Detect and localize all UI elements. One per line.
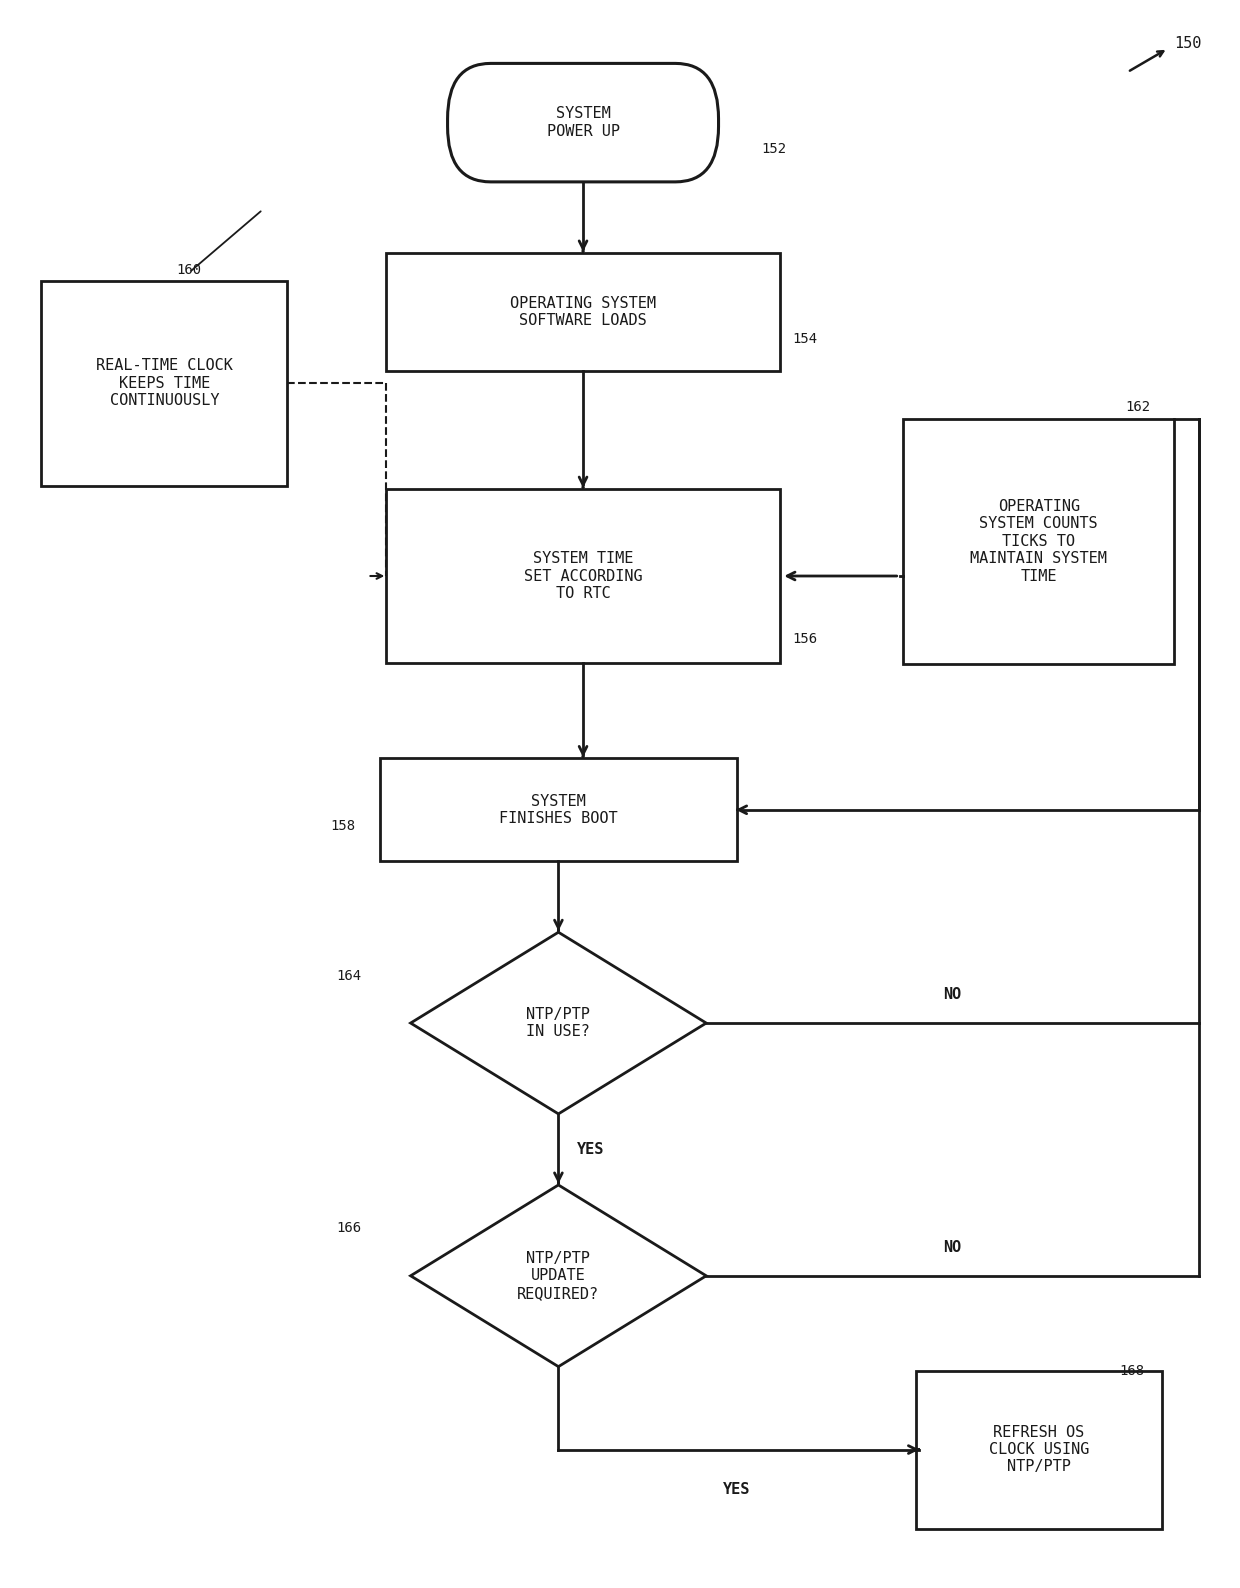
- Text: OPERATING
SYSTEM COUNTS
TICKS TO
MAINTAIN SYSTEM
TIME: OPERATING SYSTEM COUNTS TICKS TO MAINTAI…: [971, 499, 1107, 583]
- Bar: [903, 419, 1174, 664]
- Text: NO: NO: [944, 1240, 962, 1255]
- Text: YES: YES: [723, 1482, 750, 1496]
- Text: NO: NO: [944, 988, 962, 1002]
- Text: NTP/PTP
IN USE?: NTP/PTP IN USE?: [527, 1007, 590, 1039]
- Text: 154: 154: [792, 332, 817, 346]
- Text: NTP/PTP
UPDATE
REQUIRED?: NTP/PTP UPDATE REQUIRED?: [517, 1251, 599, 1301]
- Text: SYSTEM TIME
SET ACCORDING
TO RTC: SYSTEM TIME SET ACCORDING TO RTC: [523, 551, 642, 600]
- Text: 156: 156: [792, 632, 817, 646]
- Polygon shape: [410, 1185, 707, 1367]
- Bar: [41, 281, 288, 486]
- Text: YES: YES: [577, 1142, 604, 1158]
- Bar: [386, 489, 780, 662]
- Polygon shape: [410, 932, 707, 1113]
- Text: 160: 160: [176, 262, 202, 276]
- Text: 150: 150: [1174, 37, 1202, 51]
- Text: 152: 152: [761, 143, 786, 157]
- Text: SYSTEM
FINISHES BOOT: SYSTEM FINISHES BOOT: [500, 794, 618, 826]
- Text: OPERATING SYSTEM
SOFTWARE LOADS: OPERATING SYSTEM SOFTWARE LOADS: [510, 295, 656, 329]
- Text: SYSTEM
POWER UP: SYSTEM POWER UP: [547, 106, 620, 138]
- Text: 162: 162: [1125, 400, 1151, 414]
- Bar: [915, 1370, 1162, 1529]
- FancyBboxPatch shape: [448, 64, 718, 183]
- Text: 158: 158: [331, 818, 356, 832]
- Text: 168: 168: [1118, 1364, 1145, 1377]
- Bar: [386, 252, 780, 372]
- Text: 164: 164: [337, 969, 362, 983]
- Text: REFRESH OS
CLOCK USING
NTP/PTP: REFRESH OS CLOCK USING NTP/PTP: [988, 1424, 1089, 1475]
- Text: REAL-TIME CLOCK
KEEPS TIME
CONTINUOUSLY: REAL-TIME CLOCK KEEPS TIME CONTINUOUSLY: [95, 359, 233, 408]
- Bar: [379, 759, 737, 861]
- Text: 166: 166: [337, 1221, 362, 1235]
